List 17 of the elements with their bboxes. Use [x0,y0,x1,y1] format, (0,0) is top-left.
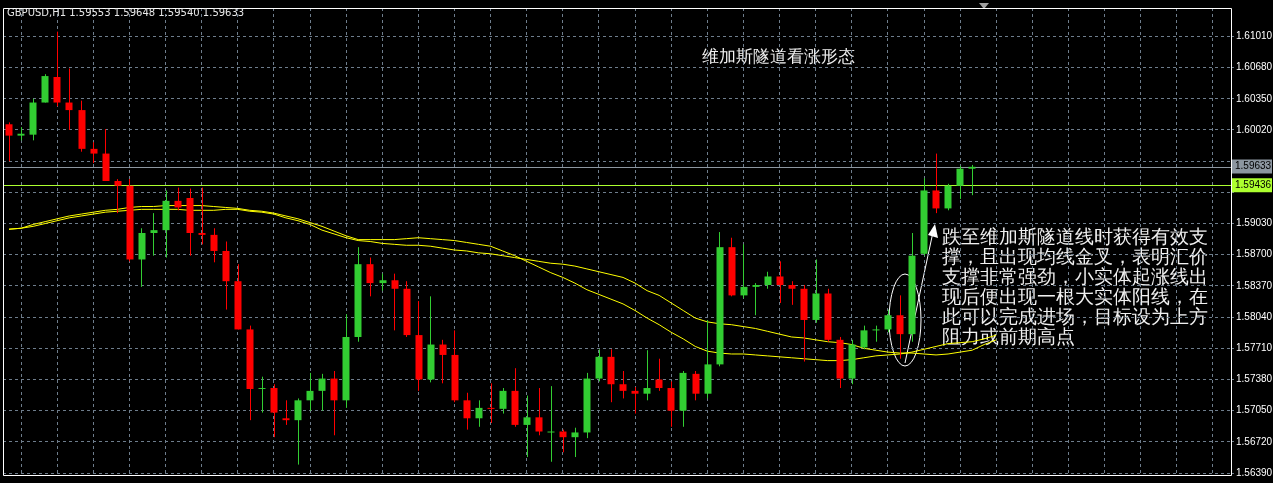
y-tick-label: 1.60680 [1236,61,1273,73]
y-tick-label: 1.60350 [1236,92,1273,104]
y-tick-label: 1.57050 [1236,404,1273,416]
ref-line-label: 1.59436 [1235,178,1272,190]
y-tick-label: 1.58370 [1236,279,1273,291]
chart-title: GBPUSD,H1 1.59553 1.59648 1.59540 1.59633 [7,7,245,18]
y-tick-label: 1.59030 [1236,217,1273,229]
y-tick-label: 1.60020 [1236,123,1273,135]
y-tick-label: 1.57380 [1236,373,1273,385]
y-tick-label: 1.58040 [1236,310,1273,322]
y-tick-label: 1.58700 [1236,248,1273,260]
y-tick-label: 1.57710 [1236,342,1273,354]
annotation: 维加斯隧道看涨形态 [702,46,855,66]
y-tick-label: 1.56390 [1236,466,1273,478]
y-tick-label: 1.56720 [1236,435,1273,447]
ref-line-label: 1.59633 [1235,160,1272,172]
y-tick-label: 1.61010 [1236,30,1273,42]
